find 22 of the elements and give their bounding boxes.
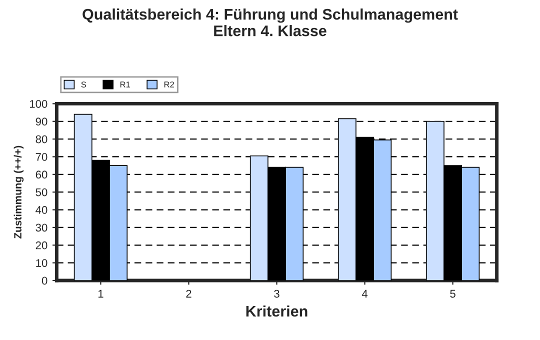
chart-title: Qualitätsbereich 4: Führung und Schulmanagement Eltern 4. Klasse (82, 8, 458, 36)
y-tick-label: 60 (36, 170, 48, 179)
y-tick-label: 90 (36, 118, 48, 126)
y-tick-label: 30 (36, 224, 48, 232)
x-tick-label: 2 (186, 290, 192, 298)
x-tick-label: 4 (362, 290, 368, 298)
x-tick-label: 1 (98, 290, 104, 298)
y-tick-label: 80 (36, 135, 48, 144)
x-tick-label: 5 (450, 290, 456, 298)
x-tick-label: 3 (274, 290, 280, 298)
y-tick-label: 20 (36, 241, 48, 250)
y-tick-label: 0 (42, 276, 48, 285)
legend-label: R1 (120, 82, 130, 88)
legend-label: R2 (164, 82, 174, 88)
y-tick-label: 70 (36, 153, 48, 161)
y-tick-label: 50 (36, 188, 48, 196)
x-axis-title: Kriterien (246, 305, 308, 317)
y-tick-label: 40 (36, 206, 48, 214)
y-tick-label: 100 (30, 100, 48, 108)
y-axis-title: Zustimmung (++/+) (14, 146, 24, 239)
y-tick-label: 10 (36, 259, 48, 267)
legend-label: S (81, 82, 86, 88)
